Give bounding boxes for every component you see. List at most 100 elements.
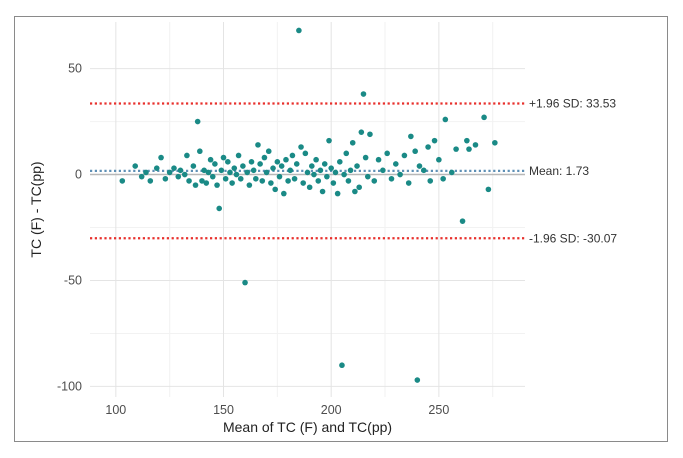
y-tick-label: 0: [75, 168, 82, 182]
data-point: [306, 184, 313, 191]
data-point: [293, 161, 300, 167]
data-point: [132, 163, 139, 169]
data-point: [143, 169, 149, 176]
data-point: [375, 156, 382, 163]
data-point: [184, 152, 190, 159]
data-point: [472, 142, 479, 148]
data-point: [296, 27, 302, 34]
data-point: [207, 156, 214, 163]
data-point: [194, 118, 201, 125]
data-point: [431, 137, 438, 144]
y-axis-title: TC (F) - TC(pp): [28, 161, 44, 257]
data-point: [181, 171, 188, 178]
data-point: [436, 156, 442, 163]
data-point: [199, 178, 205, 184]
gridlines: [90, 22, 525, 397]
data-point: [492, 139, 498, 146]
data-point: [244, 169, 251, 176]
data-point: [255, 142, 261, 148]
data-point: [354, 163, 360, 169]
data-point: [227, 169, 233, 176]
data-point: [175, 173, 182, 180]
reference-lines: +1.96 SD: 33.53 Mean: 1.73 -1.96 SD: -30.0…: [90, 97, 617, 245]
data-point: [216, 205, 223, 212]
data-point: [328, 165, 334, 171]
data-point: [197, 148, 203, 155]
data-point: [332, 169, 339, 176]
data-point: [229, 180, 235, 186]
data-point: [304, 169, 311, 176]
data-point: [453, 146, 459, 152]
data-point: [317, 167, 324, 174]
data-point: [326, 137, 332, 144]
data-point: [367, 131, 373, 138]
data-point: [259, 178, 266, 184]
data-point: [420, 167, 427, 174]
data-point: [283, 156, 289, 163]
data-point: [414, 377, 421, 383]
data-point: [302, 150, 309, 157]
data-point: [425, 144, 431, 150]
data-point: [466, 146, 472, 152]
y-tick-label: 50: [68, 62, 82, 76]
data-point: [214, 182, 220, 188]
data-point: [352, 188, 358, 195]
x-axis-title: Mean of TC (F) and TC(pp): [223, 419, 392, 435]
data-point: [235, 152, 242, 159]
data-point: [153, 165, 160, 171]
data-point: [261, 154, 268, 161]
mean-reference-label: Mean: 1.73: [529, 164, 589, 178]
data-point: [231, 165, 238, 171]
data-point: [119, 178, 126, 184]
data-point: [300, 180, 306, 186]
data-point: [356, 184, 362, 191]
data-point: [248, 159, 255, 165]
data-point: [397, 171, 403, 178]
data-point: [237, 175, 244, 182]
figure-frame: +1.96 SD: 33.53 Mean: 1.73 -1.96 SD: -30.0…: [14, 16, 668, 442]
data-point: [265, 148, 272, 155]
data-point: [253, 175, 259, 182]
data-point: [440, 175, 446, 182]
data-point: [343, 150, 350, 157]
lower-reference-label: -1.96 SD: -30.07: [529, 231, 617, 245]
data-point: [291, 175, 298, 182]
data-point: [192, 182, 199, 188]
x-tick-label: 200: [321, 403, 342, 417]
data-point: [464, 137, 470, 144]
data-point: [246, 182, 253, 188]
data-point: [347, 167, 354, 174]
data-point: [289, 152, 296, 159]
data-point: [203, 180, 210, 186]
data-point: [319, 188, 326, 195]
data-point: [201, 167, 207, 174]
data-point: [233, 171, 240, 178]
data-point: [416, 163, 423, 169]
bland-altman-plot: +1.96 SD: 33.53 Mean: 1.73 -1.96 SD: -30.0…: [28, 22, 617, 435]
y-tick-label: -100: [57, 379, 82, 393]
data-point: [274, 159, 281, 165]
data-point: [358, 129, 365, 135]
data-point: [339, 362, 345, 369]
data-point: [380, 167, 386, 174]
data-point: [190, 163, 197, 169]
data-point: [313, 156, 319, 163]
data-point: [412, 148, 418, 155]
data-point: [270, 165, 276, 171]
data-point: [186, 178, 192, 184]
data-point: [349, 139, 356, 146]
data-point: [334, 190, 341, 197]
x-tick-label: 250: [428, 403, 449, 417]
data-point: [257, 161, 263, 167]
x-tick-label: 150: [213, 403, 234, 417]
data-point: [459, 218, 466, 224]
data-point: [448, 169, 455, 176]
data-point: [364, 173, 371, 180]
data-point: [384, 150, 390, 157]
data-point: [242, 279, 248, 286]
data-point: [218, 167, 225, 174]
data-point: [278, 163, 285, 169]
data-point: [225, 159, 231, 165]
data-point: [209, 173, 216, 180]
data-point: [250, 167, 257, 174]
